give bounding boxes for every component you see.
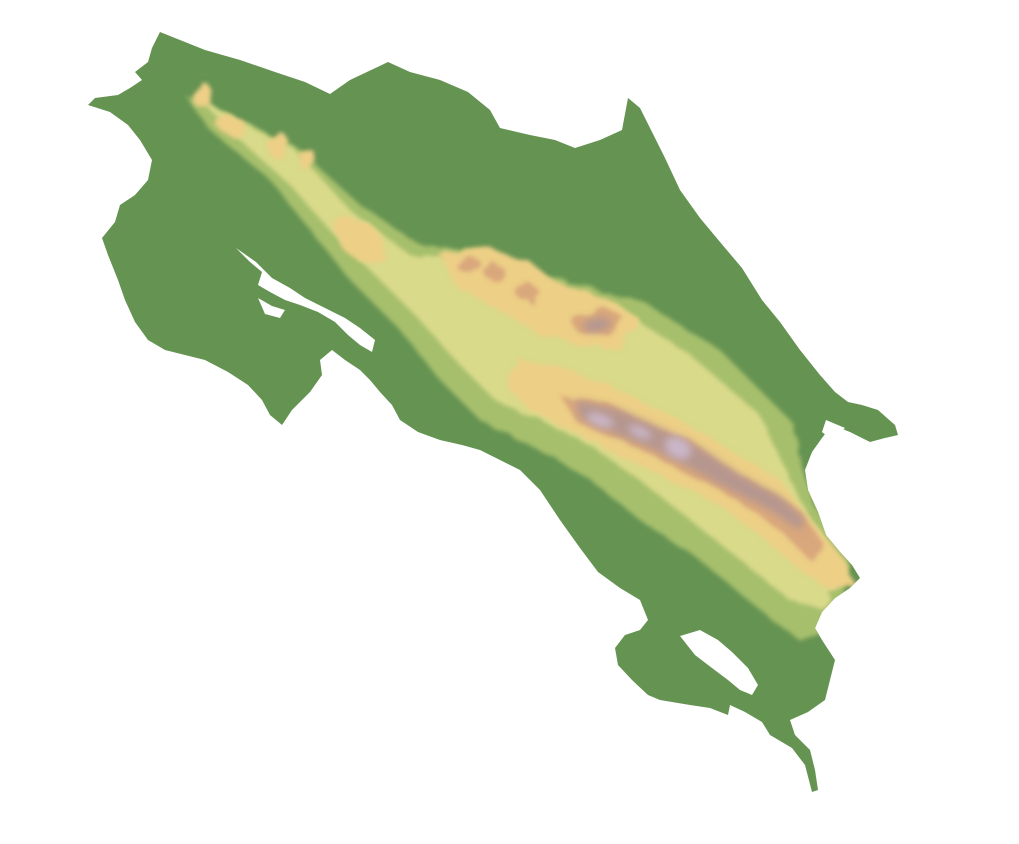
gulf-of-nicoya xyxy=(236,248,375,352)
poas-summit xyxy=(456,256,480,272)
volcano-rincon xyxy=(193,83,213,109)
arenal-highlands xyxy=(335,217,385,263)
volcano-santa-maria xyxy=(216,115,248,137)
relief-layers xyxy=(185,83,855,640)
barva-summit xyxy=(486,266,506,282)
nicoya-inlet xyxy=(258,298,285,318)
water-bodies xyxy=(236,248,845,695)
peak-zone xyxy=(586,412,692,460)
volcano-tenorio xyxy=(299,149,317,171)
caribbean-inlet xyxy=(822,420,845,440)
irazu-ridge xyxy=(583,317,611,333)
irazu-slope xyxy=(515,282,539,302)
peak-central xyxy=(628,425,652,439)
golfo-dulce xyxy=(680,630,758,695)
peak-west xyxy=(586,412,614,428)
volcano-miravalles xyxy=(268,131,288,159)
chirripo-peak xyxy=(664,436,692,460)
